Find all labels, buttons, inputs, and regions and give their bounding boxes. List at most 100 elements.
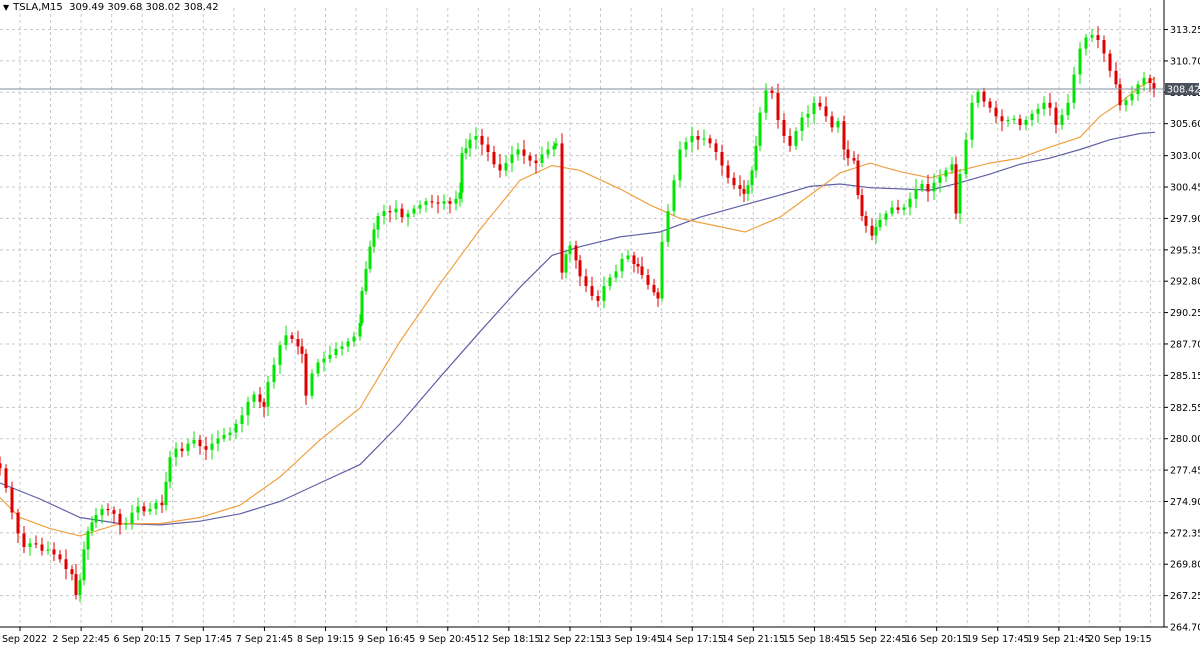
candle-body — [510, 154, 514, 163]
candle-body — [382, 211, 386, 216]
candle-body — [358, 323, 362, 337]
candle-body — [192, 439, 196, 444]
candle-body — [28, 543, 32, 547]
candle-body — [90, 522, 94, 531]
candle-body — [334, 348, 338, 356]
candle-body — [964, 139, 968, 175]
y-tick-label: 292.80 — [1170, 277, 1200, 288]
y-axis: 313.25310.70308.15305.60303.00300.45297.… — [1164, 25, 1200, 634]
candle-body — [1012, 118, 1016, 120]
candle-body — [272, 364, 276, 383]
candle-body — [1000, 116, 1004, 122]
candle-body — [164, 481, 168, 506]
candle-body — [168, 457, 172, 482]
candle-body — [714, 143, 718, 152]
candle-body — [424, 201, 428, 205]
candle-body — [130, 512, 134, 524]
candle-body — [660, 241, 664, 299]
candle-body — [368, 246, 372, 269]
candle-body — [322, 358, 326, 363]
candle-body — [300, 346, 304, 354]
x-tick-label: 2 Sep 22:45 — [52, 634, 109, 645]
y-tick-label: 287.70 — [1170, 340, 1200, 351]
candle-body — [750, 170, 754, 186]
x-axis: 2 Sep 2022 2 Sep 22:45 6 Sep 20:15 7 Sep 17… — [0, 627, 1152, 645]
candle-body — [58, 554, 62, 560]
chart-header: ▼ TSLA,M15 309.49 309.68 308.02 308.42 — [3, 2, 219, 13]
candle-body — [958, 174, 962, 214]
y-tick-label: 264.70 — [1170, 623, 1200, 634]
triangle-down-icon[interactable]: ▼ — [3, 3, 10, 12]
candle-body — [418, 204, 422, 209]
candle-body — [626, 255, 630, 260]
candle-body — [388, 211, 392, 213]
candle-body — [346, 341, 350, 347]
x-tick-label: 15 Sep 22:45 — [844, 634, 907, 645]
x-tick-label: 19 Sep 21:45 — [1027, 634, 1090, 645]
candle-body — [584, 276, 588, 287]
candle-body — [1018, 118, 1022, 125]
candle-body — [198, 439, 202, 447]
candle-body — [1006, 120, 1010, 122]
candle-body — [738, 185, 742, 189]
y-tick-label: 313.25 — [1170, 25, 1200, 36]
candle-body — [908, 198, 912, 208]
candle-body — [492, 152, 496, 165]
candle-body — [1142, 78, 1146, 85]
candle-body — [70, 569, 74, 575]
ma-slow-line — [0, 131, 1156, 526]
candle-body — [970, 102, 974, 140]
candle-body — [34, 543, 38, 545]
candle-body — [870, 225, 874, 236]
candle-body — [1054, 107, 1058, 125]
candle-body — [1024, 120, 1028, 125]
candle-body — [464, 148, 468, 154]
x-tick-label: 9 Sep 20:45 — [419, 634, 476, 645]
candle-body — [932, 182, 936, 192]
candle-body — [806, 113, 810, 118]
candle-body — [1118, 84, 1122, 106]
candle-body — [16, 512, 20, 534]
candle-body — [4, 468, 8, 488]
candle-body — [552, 145, 556, 150]
candle-body — [468, 139, 472, 149]
y-tick-label: 295.35 — [1170, 245, 1200, 256]
y-tick-label: 272.35 — [1170, 528, 1200, 539]
y-tick-label: 285.15 — [1170, 371, 1200, 382]
y-tick-label: 303.00 — [1170, 151, 1200, 162]
candle-body — [360, 291, 364, 323]
candle-body — [770, 90, 774, 93]
candle-body — [578, 260, 582, 277]
candle-body — [442, 201, 446, 204]
candle-body — [764, 90, 768, 113]
candle-body — [812, 102, 816, 114]
candle-body — [842, 121, 846, 150]
x-tick-label: 8 Sep 19:15 — [297, 634, 354, 645]
candle-body — [636, 264, 640, 267]
x-tick-label: 14 Sep 17:15 — [661, 634, 724, 645]
candle-body — [1036, 108, 1040, 114]
candle-body — [702, 138, 706, 140]
candle-body — [830, 116, 834, 128]
ma-fast-line — [0, 77, 1156, 537]
candle-body — [914, 188, 918, 199]
candle-body — [746, 185, 750, 194]
candle-body — [430, 201, 434, 203]
candle-body — [174, 448, 178, 458]
y-tick-label: 300.45 — [1170, 183, 1200, 194]
candle-body — [596, 296, 600, 301]
candle-body — [754, 145, 758, 171]
ohlc-values: 309.49 309.68 308.02 308.42 — [69, 2, 219, 13]
candle-body — [22, 533, 26, 547]
x-tick-label: 9 Sep 16:45 — [358, 634, 415, 645]
y-tick-label: 267.25 — [1170, 591, 1200, 602]
candle-body — [950, 164, 954, 171]
candle-body — [436, 202, 440, 204]
candle-body — [640, 266, 644, 275]
candle-body — [758, 112, 762, 146]
current-price-box — [1165, 83, 1199, 95]
candle-body — [284, 335, 288, 346]
candle-body — [890, 207, 894, 214]
candle-body — [222, 435, 226, 439]
